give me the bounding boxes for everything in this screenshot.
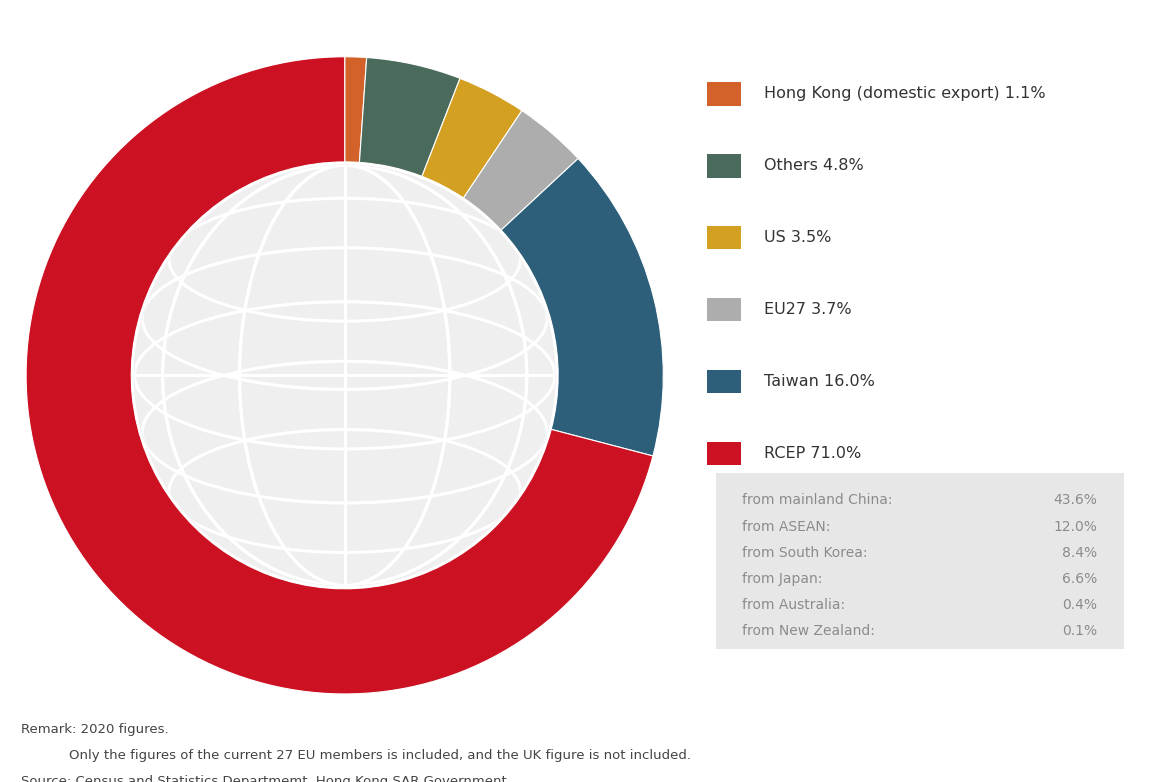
Text: from South Korea:: from South Korea: [742, 546, 867, 560]
Text: from mainland China:: from mainland China: [742, 493, 893, 508]
Wedge shape [26, 57, 653, 694]
Text: 8.4%: 8.4% [1062, 546, 1097, 560]
Wedge shape [360, 58, 460, 177]
Text: from Australia:: from Australia: [742, 598, 846, 612]
Text: RCEP 71.0%: RCEP 71.0% [764, 446, 862, 461]
Text: Source: Census and Statistics Departmemt, Hong Kong SAR Government: Source: Census and Statistics Departmemt… [21, 775, 507, 782]
Text: from Japan:: from Japan: [742, 572, 823, 586]
Text: from New Zealand:: from New Zealand: [742, 624, 876, 638]
Wedge shape [345, 57, 367, 163]
Text: Taiwan 16.0%: Taiwan 16.0% [764, 374, 874, 389]
Wedge shape [422, 78, 522, 198]
Text: Hong Kong (domestic export) 1.1%: Hong Kong (domestic export) 1.1% [764, 86, 1046, 102]
Text: 6.6%: 6.6% [1062, 572, 1097, 586]
Text: Remark: 2020 figures.: Remark: 2020 figures. [21, 723, 168, 737]
Text: 0.1%: 0.1% [1062, 624, 1097, 638]
Text: 0.4%: 0.4% [1063, 598, 1097, 612]
Text: from ASEAN:: from ASEAN: [742, 519, 831, 533]
Circle shape [134, 165, 555, 586]
Text: 43.6%: 43.6% [1054, 493, 1097, 508]
Wedge shape [463, 110, 578, 230]
Text: Only the figures of the current 27 EU members is included, and the UK figure is : Only the figures of the current 27 EU me… [69, 749, 691, 762]
Circle shape [134, 165, 555, 586]
Text: Others 4.8%: Others 4.8% [764, 158, 864, 174]
Text: US 3.5%: US 3.5% [764, 230, 832, 246]
Wedge shape [501, 159, 663, 456]
Text: EU27 3.7%: EU27 3.7% [764, 302, 851, 317]
Text: 12.0%: 12.0% [1054, 519, 1097, 533]
